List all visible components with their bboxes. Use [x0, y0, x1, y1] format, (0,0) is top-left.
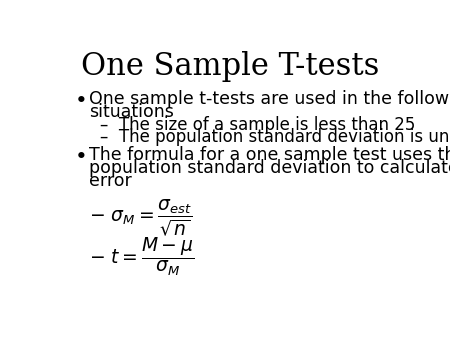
Text: •: •: [74, 147, 87, 167]
Text: –  The population standard deviation is unknown: – The population standard deviation is u…: [100, 128, 450, 146]
Text: situations: situations: [90, 103, 174, 121]
Text: $-\ t = \dfrac{M-\mu}{\sigma_M}$: $-\ t = \dfrac{M-\mu}{\sigma_M}$: [90, 236, 195, 278]
Text: error: error: [90, 172, 132, 190]
Text: •: •: [74, 91, 87, 111]
Text: population standard deviation to calculate the standard: population standard deviation to calcula…: [90, 159, 450, 177]
Text: One sample t-tests are used in the following two: One sample t-tests are used in the follo…: [90, 90, 450, 108]
Text: $-\ \sigma_M = \dfrac{\sigma_{est}}{\sqrt{n}}$: $-\ \sigma_M = \dfrac{\sigma_{est}}{\sqr…: [90, 197, 193, 238]
Text: –  The size of a sample is less than 25: – The size of a sample is less than 25: [100, 116, 415, 134]
Text: One Sample T-tests: One Sample T-tests: [81, 51, 380, 82]
Text: The formula for a one sample test uses the estimated: The formula for a one sample test uses t…: [90, 146, 450, 164]
